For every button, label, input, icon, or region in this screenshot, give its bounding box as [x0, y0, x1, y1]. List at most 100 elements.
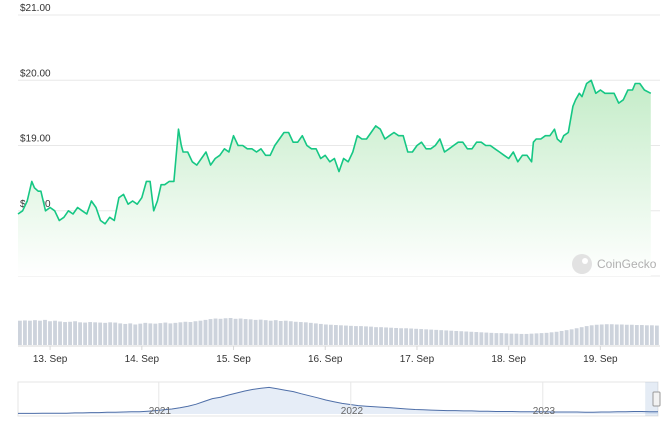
gecko-logo-icon [572, 254, 592, 274]
volume-bar [524, 333, 529, 345]
volume-bar [243, 319, 248, 345]
x-tick-label: 17. Sep [400, 354, 435, 365]
volume-bar [409, 328, 414, 345]
volume-bar [173, 322, 178, 345]
volume-bar [644, 325, 649, 345]
volume-bar [374, 327, 378, 345]
navigator-year-label: 2022 [341, 406, 364, 417]
volume-bar [614, 324, 619, 345]
volume-bar [298, 322, 303, 345]
volume-bar [344, 325, 348, 345]
volume-bar [414, 328, 419, 345]
volume-bar [63, 322, 67, 345]
y-tick-label: $20.00 [20, 68, 51, 79]
volume-bar [649, 325, 654, 345]
volume-bar [349, 325, 353, 345]
volume-bar [323, 324, 328, 345]
volume-bar [228, 318, 233, 345]
volume-bar [68, 321, 72, 345]
volume-bar [654, 325, 659, 345]
volume-bar [504, 333, 509, 345]
x-tick-label: 14. Sep [125, 354, 160, 365]
volume-bar [98, 322, 103, 345]
volume-bar [148, 323, 153, 345]
volume-bar [569, 329, 574, 345]
volume-bar [594, 324, 599, 345]
watermark: CoinGecko [572, 254, 657, 274]
volume-bar [268, 320, 273, 345]
volume-bar [399, 328, 404, 345]
volume-bar [143, 322, 148, 345]
volume-bar [333, 325, 338, 345]
price-line [17, 79, 652, 225]
volume-bar [58, 321, 62, 345]
volume-bar [38, 320, 42, 345]
volume-bar [258, 319, 263, 345]
volume-bar [188, 322, 193, 345]
volume-bar [93, 322, 98, 345]
volume-bar [519, 333, 524, 345]
volume-bar [83, 322, 88, 345]
volume-bar [579, 327, 584, 345]
volume-bar [369, 326, 373, 345]
volume-bar [584, 326, 589, 345]
volume-bar [624, 324, 629, 345]
volume-bar [609, 324, 614, 345]
volume-bar [168, 323, 173, 345]
volume-bar [474, 332, 479, 345]
volume-bar [544, 332, 549, 345]
volume-bar [419, 329, 424, 345]
volume-bar [128, 323, 133, 345]
volume-bar [604, 324, 609, 345]
volume-bar [198, 320, 203, 345]
navigator-handle[interactable] [652, 391, 661, 407]
x-axis-ticks: 13. Sep 14. Sep 15. Sep 16. Sep 17. Sep 18. S… [33, 346, 618, 365]
volume-bar [288, 321, 293, 345]
volume-bar [629, 324, 634, 345]
volume-bar [88, 322, 93, 345]
volume-bar [328, 324, 333, 345]
volume-bar [439, 330, 444, 345]
volume-bar [359, 326, 363, 345]
volume-bar [394, 327, 398, 345]
volume-bar [183, 321, 188, 345]
navigator-selection[interactable] [645, 382, 658, 416]
volume-bar [163, 322, 168, 345]
volume-bar [293, 321, 298, 345]
volume-bar [499, 333, 504, 345]
volume-bar [434, 329, 439, 345]
x-tick-label: 16. Sep [308, 354, 343, 365]
volume-bar [308, 322, 313, 345]
volume-bar [449, 330, 454, 345]
volume-bar [283, 320, 288, 345]
volume-bar [238, 318, 243, 345]
volume-bar [273, 320, 278, 345]
volume-bar [489, 332, 494, 345]
price-line-layer [17, 79, 652, 225]
volume-bar [354, 326, 358, 345]
volume-bar [634, 325, 639, 345]
volume-bar [233, 318, 238, 345]
volume-bar [484, 332, 489, 345]
volume-bar [559, 330, 564, 345]
range-navigator[interactable]: 2021 2022 2023 [17, 381, 661, 417]
volume-bar [263, 320, 268, 345]
volume-bar [218, 318, 223, 345]
y-tick-label: $19.00 [20, 134, 51, 145]
volume-bar [73, 321, 77, 345]
volume-bar [318, 323, 323, 345]
volume-bar [639, 325, 644, 345]
x-tick-label: 18. Sep [491, 354, 526, 365]
volume-bar [534, 333, 539, 345]
volume-bar [389, 327, 393, 345]
volume-bar [178, 322, 183, 345]
x-tick-label: 13. Sep [33, 354, 68, 365]
volume-bar [103, 322, 108, 345]
navigator-year-label: 2021 [149, 406, 172, 417]
gecko-eye-icon [582, 258, 588, 264]
volume-bar [429, 329, 434, 345]
volume-bar [153, 323, 158, 345]
volume-bar [379, 327, 383, 345]
